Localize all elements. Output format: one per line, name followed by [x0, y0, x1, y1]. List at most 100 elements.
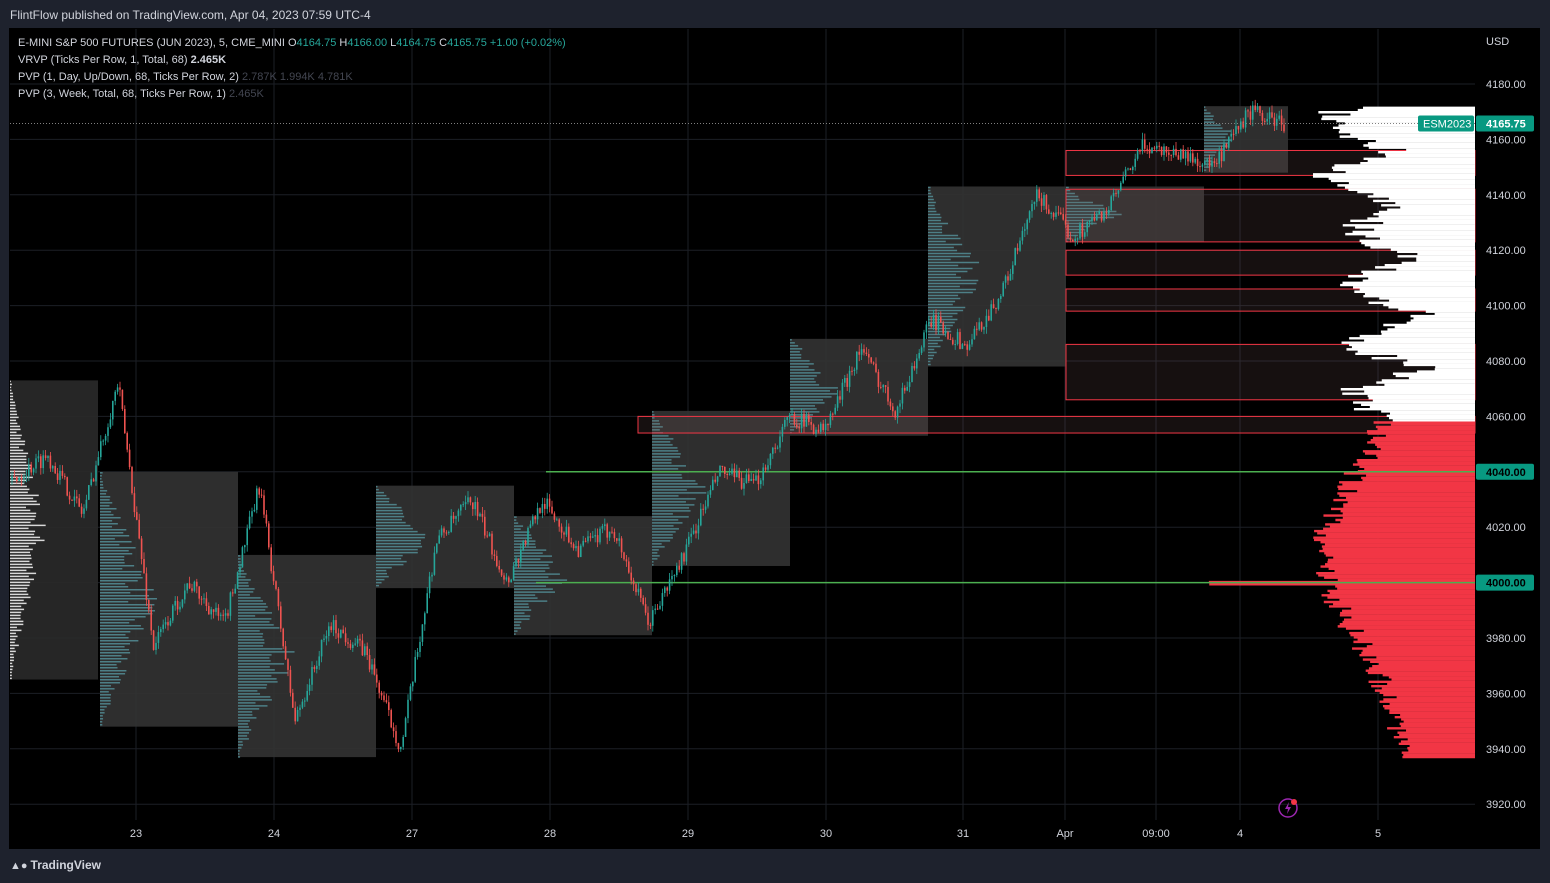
candle-body [1031, 204, 1033, 212]
candle-body [887, 386, 889, 402]
candle-body [236, 572, 239, 589]
candle-body [412, 681, 414, 687]
time-axis[interactable]: 23 24 27 28 29 30 31 Apr 09:00 4 5 [10, 820, 1540, 848]
candle-body [755, 475, 757, 481]
candle-body [527, 527, 529, 544]
candle-body [332, 620, 335, 630]
ohlc-open-label: O [287, 37, 297, 49]
candle-body [181, 599, 184, 607]
candle-body [508, 577, 510, 583]
candle-body [678, 565, 680, 570]
candle-body [287, 659, 289, 670]
candle-body [376, 674, 378, 683]
chart-legend[interactable]: E-MINI S&P 500 FUTURES (JUN 2023), 5, CM… [18, 35, 566, 103]
legend-vrvp-row[interactable]: VRVP (Ticks Per Row, 1, Total, 68) 2.465… [18, 52, 566, 69]
candle-body [265, 514, 268, 524]
candle-body [152, 630, 155, 650]
price-axis[interactable]: 4180.00 4160.00 4140.00 4120.00 4100.00 4080.… [1418, 29, 1540, 849]
candle-body [1225, 143, 1228, 148]
candle-body [78, 498, 80, 507]
candle-body [510, 579, 512, 583]
candle-body [272, 571, 275, 582]
candle-body [71, 499, 73, 501]
candle-body [995, 308, 997, 310]
candle-body [1043, 195, 1045, 206]
candle-body [294, 707, 296, 722]
candle-body [143, 558, 145, 574]
candle-body [1218, 151, 1220, 164]
candle-body [580, 545, 582, 558]
candle-body [1086, 221, 1088, 233]
candle-body [894, 411, 896, 418]
candle-body [383, 695, 385, 701]
candle-body [1273, 117, 1276, 126]
candle-body [1266, 118, 1268, 122]
candle-body [1064, 219, 1067, 225]
candle-body [1016, 248, 1019, 251]
candle-body [1081, 223, 1084, 237]
candle-body [445, 532, 448, 534]
candle-body [1038, 189, 1040, 199]
candle-body [647, 612, 649, 625]
time-tick-label: 28 [544, 828, 556, 840]
candle-body [1271, 112, 1273, 118]
price-tick-label: 4020.00 [1486, 522, 1526, 534]
ohlc-open: 4164.75 [296, 37, 337, 49]
candle-body [1194, 158, 1196, 163]
symbol-tag-label: ESM2023 [1423, 118, 1471, 130]
candle-body [138, 519, 140, 539]
candle-body [601, 526, 604, 529]
candle-body [721, 465, 724, 468]
ohlc-high: 4166.00 [347, 37, 388, 49]
legend-symbol-row[interactable]: E-MINI S&P 500 FUTURES (JUN 2023), 5, CM… [18, 35, 566, 52]
candle-body [1033, 201, 1036, 205]
candle-body [592, 536, 594, 538]
candle-body [1069, 237, 1072, 240]
candle-body [28, 464, 30, 477]
candle-body [1000, 296, 1002, 299]
candle-body [1163, 146, 1165, 155]
candle-body [1256, 106, 1259, 110]
legend-pvp-week-row[interactable]: PVP (3, Week, Total, 68, Ticks Per Row, … [18, 86, 566, 103]
candle-body [714, 479, 716, 482]
candle-body [712, 479, 714, 490]
level-lines [536, 471, 1475, 584]
candle-body [800, 413, 803, 429]
candle-body [1242, 121, 1244, 128]
candle-body [743, 483, 745, 489]
candle-body [1196, 158, 1199, 167]
candle-body [1040, 198, 1043, 206]
vrvp-value: 2.465K [190, 54, 227, 66]
candle-body [1280, 115, 1283, 125]
tradingview-logo[interactable]: ▲● TradingView [10, 858, 101, 872]
candle-body [234, 588, 236, 594]
price-tick-label: 4140.00 [1486, 190, 1526, 202]
candle-body [1160, 146, 1163, 155]
price-tick-label: 4100.00 [1486, 301, 1526, 313]
candle-body [438, 535, 440, 544]
level-price-tag-label: 4000.00 [1486, 578, 1526, 590]
candle-body [556, 519, 558, 521]
candle-body [908, 382, 911, 387]
candle-body [1230, 133, 1232, 137]
candle-body [848, 370, 851, 387]
candle-body [764, 467, 767, 470]
candle-body [368, 655, 371, 670]
candle-body [1103, 211, 1105, 221]
lightning-icon[interactable] [1278, 798, 1298, 818]
candle-body [1170, 154, 1172, 156]
candle-body [757, 475, 760, 485]
price-tick-label: 3980.00 [1486, 633, 1526, 645]
candle-body [52, 466, 54, 469]
candle-body [944, 332, 947, 334]
candle-body [479, 513, 481, 517]
candle-body [896, 406, 899, 418]
candle-body [433, 552, 436, 575]
candle-body [97, 457, 100, 466]
legend-pvp-day-row[interactable]: PVP (1, Day, Up/Down, 68, Ticks Per Row,… [18, 69, 566, 86]
candle-body [1120, 182, 1122, 191]
candle-body [313, 666, 316, 669]
candle-body [169, 620, 172, 626]
candle-body [1187, 151, 1189, 162]
